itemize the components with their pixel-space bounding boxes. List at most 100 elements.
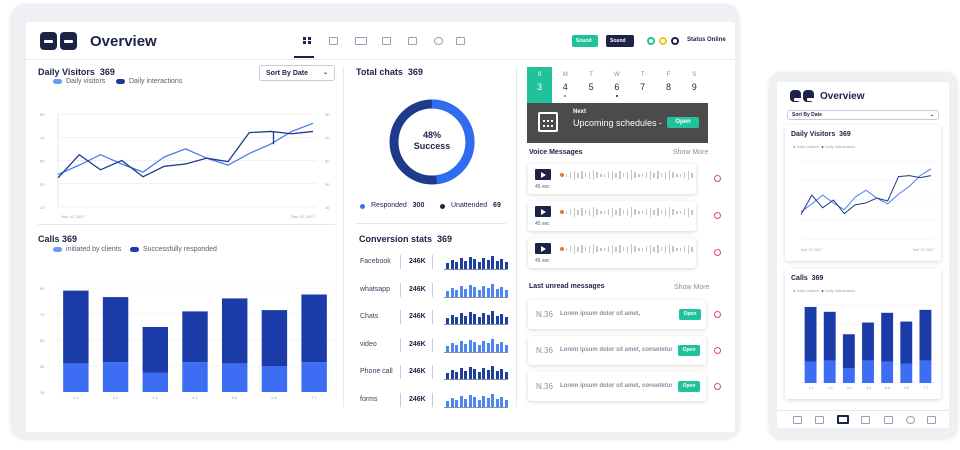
y-tick-label: 70 (40, 135, 45, 140)
event-dot (564, 95, 567, 97)
x-tick-label: 1.1 (809, 386, 814, 390)
open-schedule-button[interactable]: Open (667, 117, 699, 128)
waveform-bar (668, 170, 670, 180)
waveform-bar (619, 245, 621, 253)
mobile-media-icon[interactable] (837, 415, 849, 424)
conversion-row-name: whatsapp (360, 285, 390, 293)
calendar-weekday: W (614, 72, 620, 78)
legend-responded: Successfully responded (143, 246, 217, 253)
mobile-user-icon[interactable] (906, 416, 915, 424)
mobile-calendar-icon[interactable] (884, 416, 893, 424)
delete-icon[interactable] (714, 249, 721, 256)
calendar-date[interactable]: 9 (691, 82, 697, 92)
status-text: Status Online (687, 37, 726, 43)
mobile-chat-icon[interactable] (815, 416, 824, 424)
sound-toggle-off[interactable]: Sound (606, 35, 634, 47)
row-divider (400, 310, 401, 324)
waveform-bar (596, 209, 598, 215)
unread-message-card (528, 300, 706, 329)
status-dot-offline[interactable] (671, 37, 679, 45)
calendar-date[interactable]: 8 (665, 82, 671, 92)
y-tick-label-right: 10 (325, 205, 330, 210)
voice-show-more[interactable]: Show More (673, 149, 709, 156)
row-divider (432, 255, 433, 269)
x-tick-label: 3.3 (847, 386, 852, 390)
calendar-today[interactable] (527, 67, 552, 104)
sound-toggle-label: Sound (576, 38, 592, 44)
open-message-button[interactable]: Open (678, 345, 700, 356)
spark-bar (482, 368, 485, 379)
list-nav-icon[interactable] (382, 37, 391, 45)
legend-swatch-visitors (53, 79, 62, 84)
open-message-button[interactable]: Open (678, 381, 700, 392)
sort-dropdown[interactable]: Sort By Date ⌄ (259, 65, 335, 81)
mobile-series-line-2 (800, 175, 932, 215)
waveform-bar (638, 247, 640, 251)
spark-bar (455, 344, 458, 352)
mobile-series-line-1 (800, 168, 932, 213)
mobile-dashboard-icon[interactable] (793, 416, 802, 424)
user-nav-icon[interactable] (434, 37, 443, 45)
spark-bar (473, 396, 476, 407)
status-dot-online[interactable] (647, 37, 655, 45)
unread-show-more[interactable]: Show More (674, 284, 710, 291)
delete-icon[interactable] (714, 175, 721, 182)
spark-bar (500, 369, 503, 379)
delete-icon[interactable] (714, 212, 721, 219)
conversion-row-name: Phone call (360, 368, 393, 375)
spark-bar (500, 286, 503, 297)
x-tick-label: 3.3 (152, 395, 158, 400)
open-message-button[interactable]: Open (679, 309, 701, 320)
delete-icon[interactable] (714, 383, 721, 390)
calendar-date[interactable]: 3 (536, 82, 542, 92)
spark-bar (482, 258, 485, 269)
sound-toggle-on[interactable]: Sound (572, 35, 598, 47)
mobile-list-icon[interactable] (861, 416, 870, 424)
x-tick-label: 4.4 (192, 395, 198, 400)
dashboard-nav-icon[interactable] (303, 37, 312, 45)
export-nav-icon[interactable] (456, 37, 465, 45)
calendar-date[interactable]: 7 (640, 82, 646, 92)
calendar-weekday: T (640, 72, 645, 78)
mobile-export-icon[interactable] (927, 416, 936, 424)
spark-bar (504, 399, 508, 407)
unattended-stat: Unattended 69 (451, 202, 501, 209)
y-tick-label: 30 (40, 364, 45, 369)
media-nav-icon[interactable] (355, 37, 367, 45)
waveform-bar (569, 172, 572, 178)
mobile-sort-dropdown[interactable]: Sort By Date ⌄ (787, 110, 939, 120)
waveform-bar (566, 173, 568, 177)
calendar-date[interactable]: 6 (614, 82, 620, 92)
spark-bar (477, 399, 481, 407)
delete-icon[interactable] (714, 347, 721, 354)
status-dot-away[interactable] (659, 37, 667, 45)
waveform-bar (649, 170, 651, 180)
waveform-bar (600, 247, 602, 251)
y-tick-label: 10 (40, 390, 45, 395)
upcoming-banner: Next Upcoming schedules - Open (527, 103, 708, 143)
spark-bar (486, 370, 490, 379)
spark-bar (491, 283, 494, 297)
waveform-bar (626, 245, 629, 253)
calendar-date[interactable]: 4 (562, 82, 568, 92)
calendar-nav-icon[interactable] (408, 37, 417, 45)
waveform-bar (577, 246, 579, 252)
waveform-bar (596, 246, 598, 252)
delete-icon[interactable] (714, 311, 721, 318)
waveform-bar (569, 246, 572, 252)
x-tick-label: 7.7 (923, 386, 928, 390)
waveform-bar (588, 208, 591, 216)
play-icon (541, 246, 546, 252)
spark-bar (486, 287, 490, 297)
waveform-bar (600, 173, 602, 177)
bar-responded (804, 306, 817, 362)
x-tick-label: 6.6 (904, 386, 909, 390)
bar-clients (102, 362, 129, 392)
calendar-date[interactable]: 5 (588, 82, 594, 92)
waveform-bar (592, 207, 594, 217)
waveform-bar (619, 171, 621, 179)
spark-bar (450, 342, 454, 352)
waveform-bar (664, 208, 667, 216)
waveform-bar (657, 171, 659, 179)
chat-nav-icon[interactable] (329, 37, 338, 45)
